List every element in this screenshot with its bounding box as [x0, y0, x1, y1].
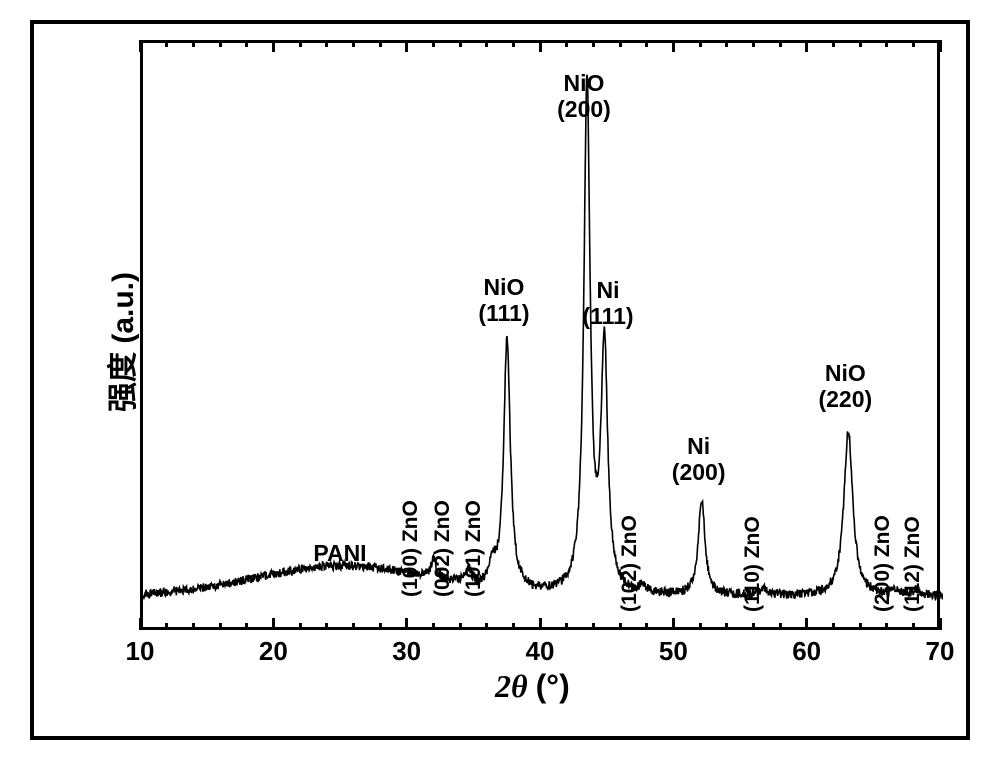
x-axis-label-unit: (°): [536, 668, 570, 704]
x-tick: [699, 623, 702, 630]
peak-label-ni111_a: Ni: [597, 277, 620, 304]
x-tick-top: [619, 40, 622, 47]
x-tick-top: [939, 40, 942, 52]
x-tick-top: [352, 40, 355, 47]
x-tick: [165, 623, 168, 630]
x-tick: [645, 623, 648, 630]
peak-label-nio111_b: (111): [478, 300, 529, 327]
x-tick: [885, 623, 888, 630]
x-tick-top: [405, 40, 408, 52]
xrd-trace: [143, 43, 943, 633]
x-tick: [299, 623, 302, 630]
peak-label-zno101: (101) ZnO: [462, 500, 486, 597]
x-tick-top: [592, 40, 595, 47]
x-axis-label-prefix: 2: [495, 668, 511, 704]
x-tick: [139, 618, 142, 630]
x-tick-label: 70: [926, 636, 955, 667]
peak-label-nio200_b: (200): [557, 96, 611, 123]
x-tick-top: [272, 40, 275, 52]
x-tick-top: [832, 40, 835, 47]
peak-label-zno112: (112) ZnO: [901, 516, 925, 612]
x-tick-label: 30: [392, 636, 421, 667]
plot-area: [140, 40, 940, 630]
x-tick: [272, 618, 275, 630]
x-tick: [725, 623, 728, 630]
x-tick: [805, 618, 808, 630]
x-tick: [832, 623, 835, 630]
x-tick: [432, 623, 435, 630]
x-tick-top: [805, 40, 808, 52]
x-tick: [219, 623, 222, 630]
peak-label-nio200_a: NiO: [564, 70, 605, 97]
x-tick-top: [645, 40, 648, 47]
x-tick-top: [379, 40, 382, 47]
x-tick: [539, 618, 542, 630]
x-tick-top: [512, 40, 515, 47]
x-tick: [912, 623, 915, 630]
x-tick-top: [299, 40, 302, 47]
peak-label-ni111_b: (111): [582, 303, 633, 330]
x-tick-top: [539, 40, 542, 52]
peak-label-nio220_a: NiO: [825, 360, 866, 387]
x-tick: [565, 623, 568, 630]
x-tick-top: [752, 40, 755, 47]
x-axis-label: 2θ (°): [495, 668, 570, 705]
x-tick-top: [885, 40, 888, 47]
x-tick: [672, 618, 675, 630]
x-axis-label-theta: θ: [511, 668, 528, 704]
x-tick-top: [779, 40, 782, 47]
x-tick-top: [325, 40, 328, 47]
x-tick: [859, 623, 862, 630]
x-tick-top: [165, 40, 168, 47]
x-tick-label: 40: [526, 636, 555, 667]
x-tick-top: [725, 40, 728, 47]
x-tick: [352, 623, 355, 630]
x-tick: [245, 623, 248, 630]
x-tick-top: [245, 40, 248, 47]
peak-label-ni200_a: Ni: [687, 433, 710, 460]
x-tick-top: [459, 40, 462, 47]
x-tick-label: 10: [126, 636, 155, 667]
x-tick: [779, 623, 782, 630]
peak-label-pani: PANI: [313, 540, 366, 567]
peak-label-zno002: (002) ZnO: [431, 500, 455, 597]
x-tick: [405, 618, 408, 630]
x-tick-top: [859, 40, 862, 47]
peak-label-ni200_b: (200): [672, 459, 726, 486]
x-tick: [619, 623, 622, 630]
x-tick: [512, 623, 515, 630]
peak-label-zno200: (200) ZnO: [871, 515, 895, 612]
x-tick-top: [912, 40, 915, 47]
x-tick-top: [672, 40, 675, 52]
x-tick: [459, 623, 462, 630]
x-tick: [192, 623, 195, 630]
x-tick-top: [139, 40, 142, 52]
peak-label-nio220_b: (220): [818, 386, 872, 413]
x-tick-label: 60: [792, 636, 821, 667]
peak-label-zno102: (102) ZnO: [618, 515, 642, 612]
x-tick-top: [485, 40, 488, 47]
x-tick-label: 20: [259, 636, 288, 667]
x-tick-top: [219, 40, 222, 47]
x-tick-top: [192, 40, 195, 47]
peak-label-zno100: (100) ZnO: [399, 500, 423, 597]
x-tick: [379, 623, 382, 630]
x-tick-top: [565, 40, 568, 47]
peak-label-zno110: (110) ZnO: [741, 516, 765, 612]
x-tick: [325, 623, 328, 630]
y-axis-label: 强度 (a.u.): [98, 272, 142, 412]
x-tick: [592, 623, 595, 630]
x-tick-label: 50: [659, 636, 688, 667]
x-tick: [939, 618, 942, 630]
x-tick-top: [432, 40, 435, 47]
x-tick: [752, 623, 755, 630]
peak-label-nio111_a: NiO: [484, 274, 525, 301]
x-tick-top: [699, 40, 702, 47]
x-tick: [485, 623, 488, 630]
